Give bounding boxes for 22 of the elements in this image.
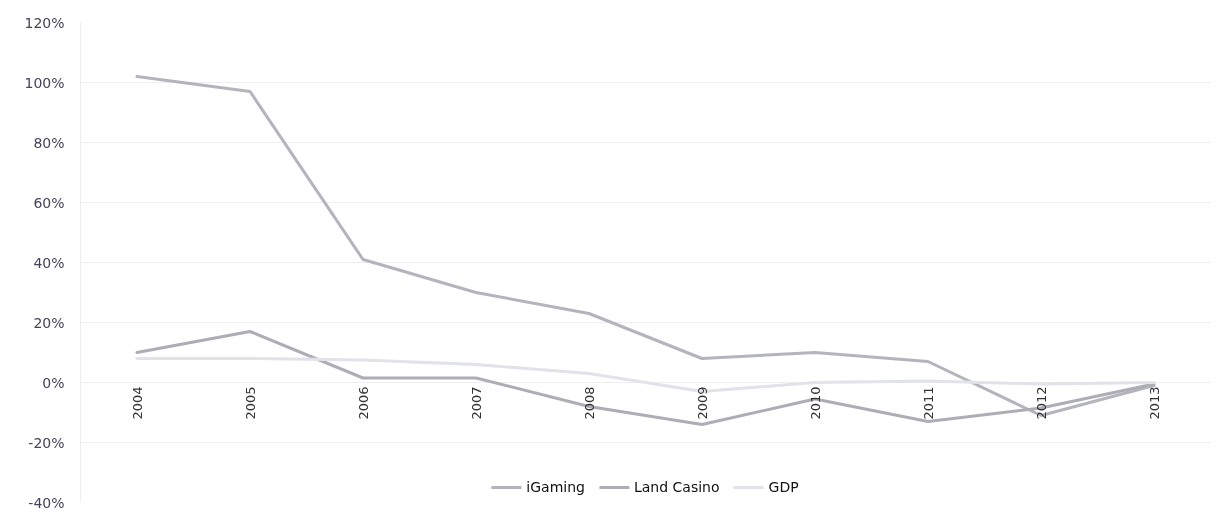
x-tick-label: 2009 [694, 386, 710, 420]
y-tick-label: 100% [24, 74, 65, 91]
x-tick-label: 2008 [581, 386, 597, 420]
y-tick-label: 20% [33, 314, 65, 331]
y-tick-label: 40% [33, 254, 65, 271]
x-tick-label: 2012 [1033, 386, 1049, 420]
x-tick-label: 2006 [355, 386, 371, 420]
legend-label: GDP [768, 478, 799, 496]
y-tick-label: 60% [33, 194, 65, 211]
x-tick-label: 2004 [129, 386, 145, 420]
legend-label: Land Casino [633, 478, 720, 496]
y-tick-label: 0% [42, 374, 65, 391]
x-tick-label: 2011 [920, 386, 936, 420]
x-tick-label: 2013 [1146, 386, 1162, 420]
x-tick-label: 2010 [807, 386, 823, 420]
x-tick-label: 2005 [242, 386, 258, 420]
y-tick-label: 120% [24, 14, 65, 31]
legend-label: iGaming [526, 478, 585, 496]
y-tick-label: -40% [28, 494, 65, 511]
x-tick-label: 2007 [468, 386, 484, 420]
y-tick-label: 80% [33, 134, 65, 151]
y-tick-label: -20% [28, 434, 65, 451]
